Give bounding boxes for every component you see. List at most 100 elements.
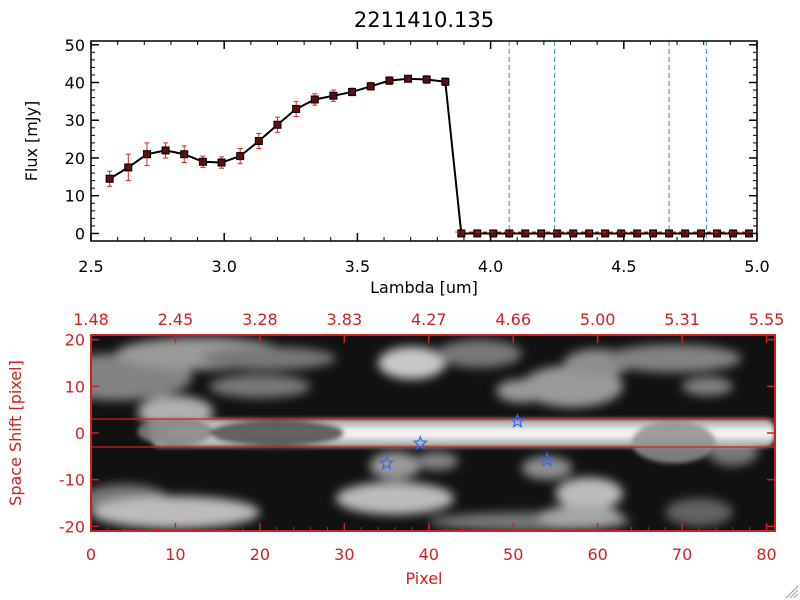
image-blob [538, 505, 623, 529]
wavelength-top-tick-label: 4.66 [495, 310, 531, 329]
image-blob [682, 377, 733, 396]
y-tick-label: 30 [65, 111, 85, 130]
image-blob [416, 451, 459, 471]
flux-point [310, 95, 319, 104]
flux-point [422, 75, 431, 84]
flux-point [633, 229, 642, 238]
x-tick-label: 5.0 [744, 257, 769, 276]
flux-point [292, 104, 301, 113]
top-x-tick-group: 2.5 3.0 3.5 4.0 4.5 5.0 [78, 41, 770, 276]
flux-point [713, 229, 722, 238]
shift-tick-label: -20 [59, 517, 85, 536]
shift-tick-label: 0 [75, 424, 85, 443]
flux-point [161, 146, 170, 155]
wavelength-top-tick-label: 4.27 [411, 310, 447, 329]
pixel-tick-label: 10 [165, 545, 185, 564]
bottom-y-tick-group: -20 -10 0 10 20 [59, 331, 775, 536]
image-blob [378, 346, 446, 380]
pixel-tick-label: 40 [419, 545, 439, 564]
wavelength-top-tick-label: 3.28 [242, 310, 278, 329]
y-tick-label: 10 [65, 187, 85, 206]
flux-point [236, 152, 245, 161]
pixel-tick-label: 0 [86, 545, 96, 564]
image-blob [555, 477, 623, 510]
flux-point-group [105, 74, 754, 238]
bottom-x-tick-group: 0 10 20 30 40 50 60 70 80 [86, 523, 777, 564]
image-blob [521, 456, 573, 480]
shift-tick-label: -10 [59, 471, 85, 490]
image-blob [335, 482, 455, 515]
trace-blob [209, 419, 345, 447]
flux-point [585, 229, 594, 238]
flux-point [537, 229, 546, 238]
image-blob [665, 498, 733, 527]
resize-grip-icon[interactable] [785, 585, 799, 599]
vline-group [508, 41, 707, 241]
top-plot-frame [90, 40, 758, 242]
pixel-tick-label: 60 [587, 545, 607, 564]
star-marker [509, 413, 526, 428]
flux-point [553, 229, 562, 238]
wavelength-top-tick-label: 5.31 [664, 310, 700, 329]
spectrum-image-plot: 0 10 20 30 40 50 60 70 80 -20 -10 0 10 20 1.48 2.45 3.… [6, 310, 784, 588]
flux-point [385, 76, 394, 85]
y-axis-label: Flux [mJy] [22, 101, 41, 182]
flux-point [180, 150, 189, 159]
pixel-tick-label: 70 [672, 545, 692, 564]
trace-blob [137, 417, 214, 446]
image-blob [437, 339, 522, 368]
x-tick-label: 4.5 [611, 257, 636, 276]
extraction-line-group [91, 418, 775, 448]
flux-point [329, 91, 338, 100]
star-marker [412, 435, 429, 450]
pixel-tick-label: 30 [334, 545, 354, 564]
flux-point [617, 229, 626, 238]
flux-point [124, 163, 133, 172]
y-tick-label: 40 [65, 74, 85, 93]
wavelength-top-tick-label: 3.83 [327, 310, 363, 329]
flux-point [441, 77, 450, 86]
x-tick-label: 3.0 [211, 257, 236, 276]
y-tick-label: 50 [65, 36, 85, 55]
flux-point [198, 157, 207, 166]
flux-point [665, 229, 674, 238]
flux-point [273, 120, 282, 129]
flux-point [489, 229, 498, 238]
image-trace-group [137, 417, 775, 464]
pixel-axis-label: Pixel [405, 569, 442, 588]
star-marker-group [378, 413, 555, 470]
wavelength-top-tick-label: 5.00 [580, 310, 616, 329]
image-blob [606, 344, 742, 373]
wavelength-top-tick-label: 1.48 [73, 310, 109, 329]
image-blob [200, 346, 336, 371]
y-tick-label: 0 [75, 224, 85, 243]
wavelength-top-tick-label: 2.45 [158, 310, 194, 329]
flux-point [697, 229, 706, 238]
flux-point [569, 229, 578, 238]
spectrum-plot: 2211410.135 2.5 3.0 3.5 4.0 4.5 5.0 0 10 20 30 40… [22, 8, 770, 297]
flux-point [681, 229, 690, 238]
trace-blob [631, 421, 716, 464]
chart-title: 2211410.135 [354, 8, 494, 32]
flux-point [505, 229, 514, 238]
shift-tick-label: 20 [65, 331, 85, 350]
image-blob [369, 451, 421, 480]
flux-point [366, 82, 375, 91]
flux-point [404, 74, 413, 83]
x-tick-label: 4.0 [478, 257, 503, 276]
shift-tick-label: 10 [65, 377, 85, 396]
flux-point [457, 229, 466, 238]
image-blob [209, 374, 311, 399]
flux-point [142, 150, 151, 159]
flux-point [521, 229, 530, 238]
x-axis-label: Lambda [um] [370, 278, 478, 297]
top-y-tick-group: 0 10 20 30 40 50 [65, 36, 757, 243]
pixel-tick-label: 80 [756, 545, 776, 564]
star-marker [378, 455, 395, 470]
flux-point [601, 229, 610, 238]
star-marker [539, 451, 555, 467]
flux-point [348, 87, 357, 96]
pixel-tick-label: 20 [250, 545, 270, 564]
x-tick-label: 2.5 [78, 257, 103, 276]
